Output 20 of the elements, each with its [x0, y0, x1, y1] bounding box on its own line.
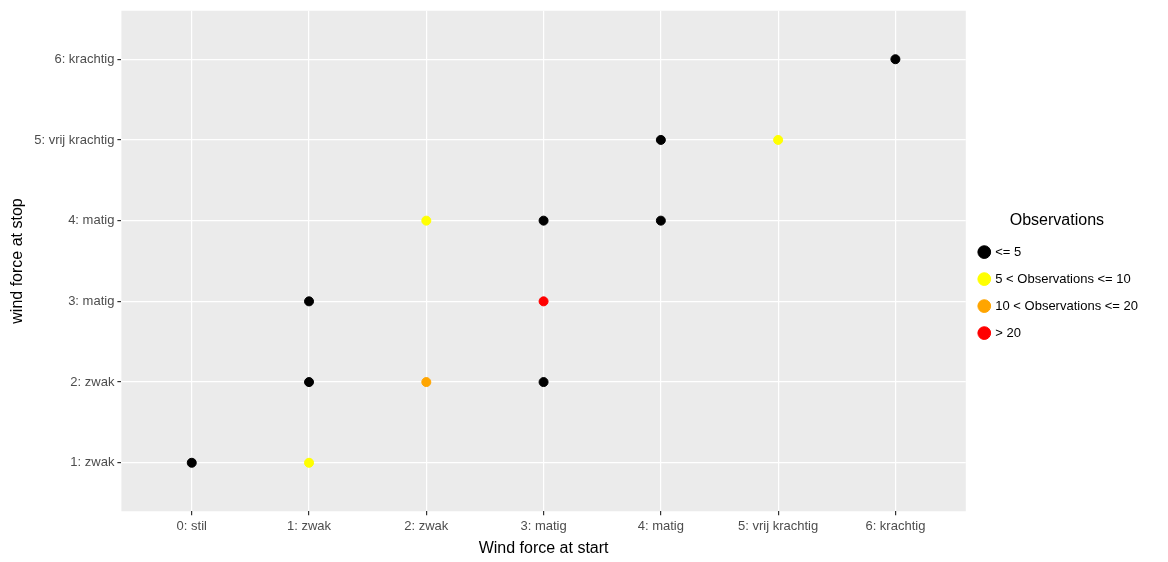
legend-label: <= 5	[995, 243, 1022, 259]
x-axis-title: Wind force at start	[478, 538, 610, 556]
y-tick-label: 4: matig	[68, 212, 115, 228]
y-tick-label: 6: krachtig	[54, 50, 115, 66]
legend-title: Observations	[1009, 210, 1105, 228]
x-tick-label: 1: zwak	[286, 517, 332, 533]
y-tick-label: 2: zwak	[70, 373, 115, 389]
x-tick-label: 6: krachtig	[865, 517, 926, 533]
x-tick-label: 4: matig	[637, 517, 684, 533]
y-axis-title: wind force at stop	[8, 198, 26, 325]
x-tick-label: 0: stil	[176, 517, 208, 533]
y-tick-label: 5: vrij krachtig	[34, 131, 115, 147]
x-tick-label: 2: zwak	[404, 517, 449, 533]
y-tick-label: 3: matig	[68, 292, 115, 308]
y-tick-label: 1: zwak	[70, 454, 115, 470]
x-tick-label: 5: vrij krachtig	[738, 517, 819, 533]
legend-label: 10 < Observations <= 20	[995, 297, 1138, 313]
legend-label: 5 < Observations <= 10	[995, 270, 1131, 286]
legend-label: > 20	[995, 324, 1021, 340]
x-tick-label: 3: matig	[520, 517, 567, 533]
